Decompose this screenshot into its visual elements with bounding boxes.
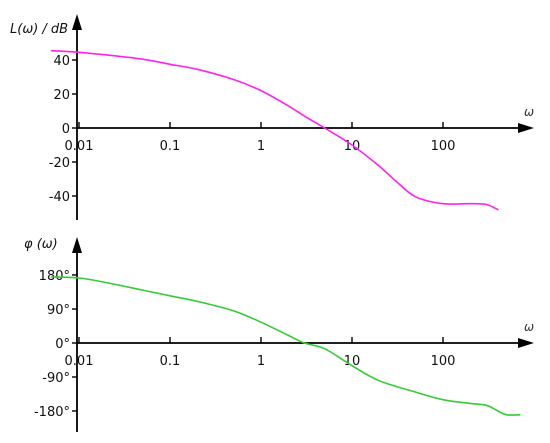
- magnitude-curve: [50, 49, 499, 211]
- phase-x-axis-omega-label: ω: [524, 320, 534, 334]
- magnitude-x-axis-omega-label: ω: [524, 105, 534, 119]
- magnitude-y-tick-label: -20: [49, 156, 70, 171]
- phase-x-tick-label: 1: [257, 354, 265, 369]
- magnitude-x-tick-label: 0.1: [160, 139, 181, 154]
- magnitude-y-tick-label: 0: [62, 122, 70, 137]
- phase-x-axis-arrow: [518, 338, 534, 348]
- phase-y-axis-arrow: [72, 237, 82, 253]
- magnitude-x-axis-arrow: [518, 123, 534, 133]
- magnitude-y-tick-label: 40: [53, 54, 70, 69]
- magnitude-x-tick-label: 0.01: [65, 139, 94, 154]
- phase-x-tick-label: 100: [431, 354, 456, 369]
- magnitude-y-axis-arrow: [72, 14, 82, 30]
- phase-x-tick-label: 10: [344, 354, 361, 369]
- magnitude-y-axis-title: L(ω) / dB: [10, 22, 68, 37]
- phase-x-tick-label: 0.1: [160, 354, 181, 369]
- magnitude-x-tick-label: 100: [431, 139, 456, 154]
- phase-y-tick-label: 90°: [47, 303, 70, 318]
- phase-chart: φ (ω) ω 180°90°0°-90°-180° 0.01 0.1 1 10 100: [24, 237, 534, 432]
- magnitude-y-tick-label: 20: [53, 88, 70, 103]
- phase-curve: [50, 276, 521, 416]
- phase-y-tick-label: 0°: [55, 337, 70, 352]
- phase-y-axis-title: φ (ω): [24, 237, 58, 252]
- phase-x-tick-label: 0.01: [65, 354, 94, 369]
- magnitude-y-tick-label: -40: [49, 190, 70, 205]
- phase-y-tick-label: -180°: [34, 405, 70, 420]
- magnitude-x-tick-label: 1: [257, 139, 265, 154]
- phase-y-tick-label: -90°: [42, 371, 70, 386]
